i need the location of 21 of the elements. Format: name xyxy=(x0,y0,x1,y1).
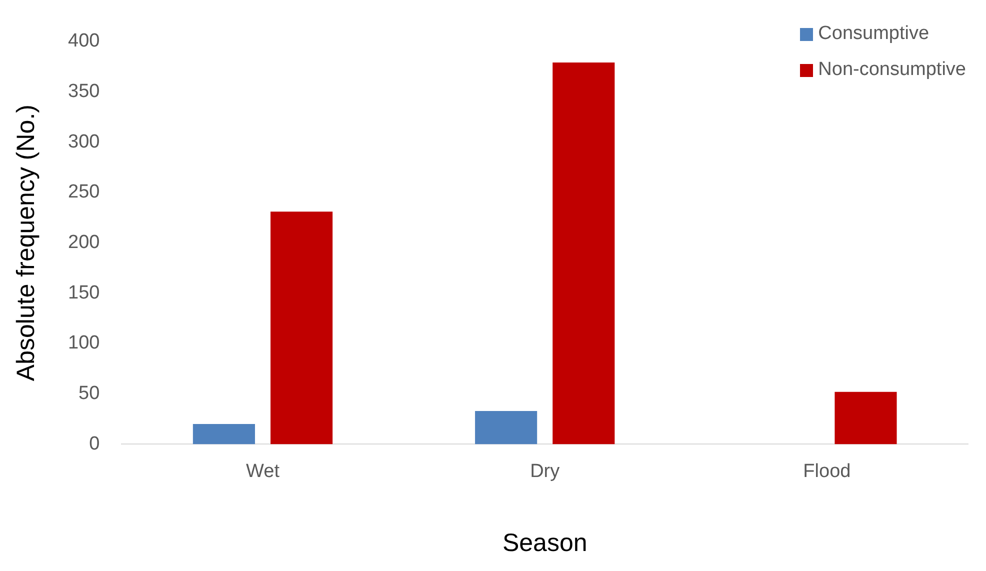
y-tick-label: 0 xyxy=(89,433,100,454)
bar xyxy=(834,392,897,444)
bar xyxy=(552,62,615,444)
y-tick-label: 250 xyxy=(68,182,100,203)
bar xyxy=(475,410,538,444)
x-tick-label: Flood xyxy=(803,460,851,482)
legend-label: Consumptive xyxy=(818,23,930,45)
y-tick-label: 150 xyxy=(68,282,100,304)
y-tick-label: 350 xyxy=(68,80,100,102)
x-tick-label: Dry xyxy=(530,460,560,482)
y-axis-title: Absolute frequency (No.) xyxy=(12,104,40,382)
y-tick-label: 300 xyxy=(68,131,100,152)
y-tick-label: 100 xyxy=(68,332,100,354)
y-tick-label: 50 xyxy=(78,383,100,404)
y-tick-label: 400 xyxy=(68,30,100,52)
bar xyxy=(192,424,255,444)
bar xyxy=(270,212,333,444)
y-tick-label: 200 xyxy=(68,232,100,254)
legend-label: Non-consumptive xyxy=(818,59,966,81)
x-axis-title: Season xyxy=(502,528,588,557)
x-tick-label: Wet xyxy=(246,460,280,482)
